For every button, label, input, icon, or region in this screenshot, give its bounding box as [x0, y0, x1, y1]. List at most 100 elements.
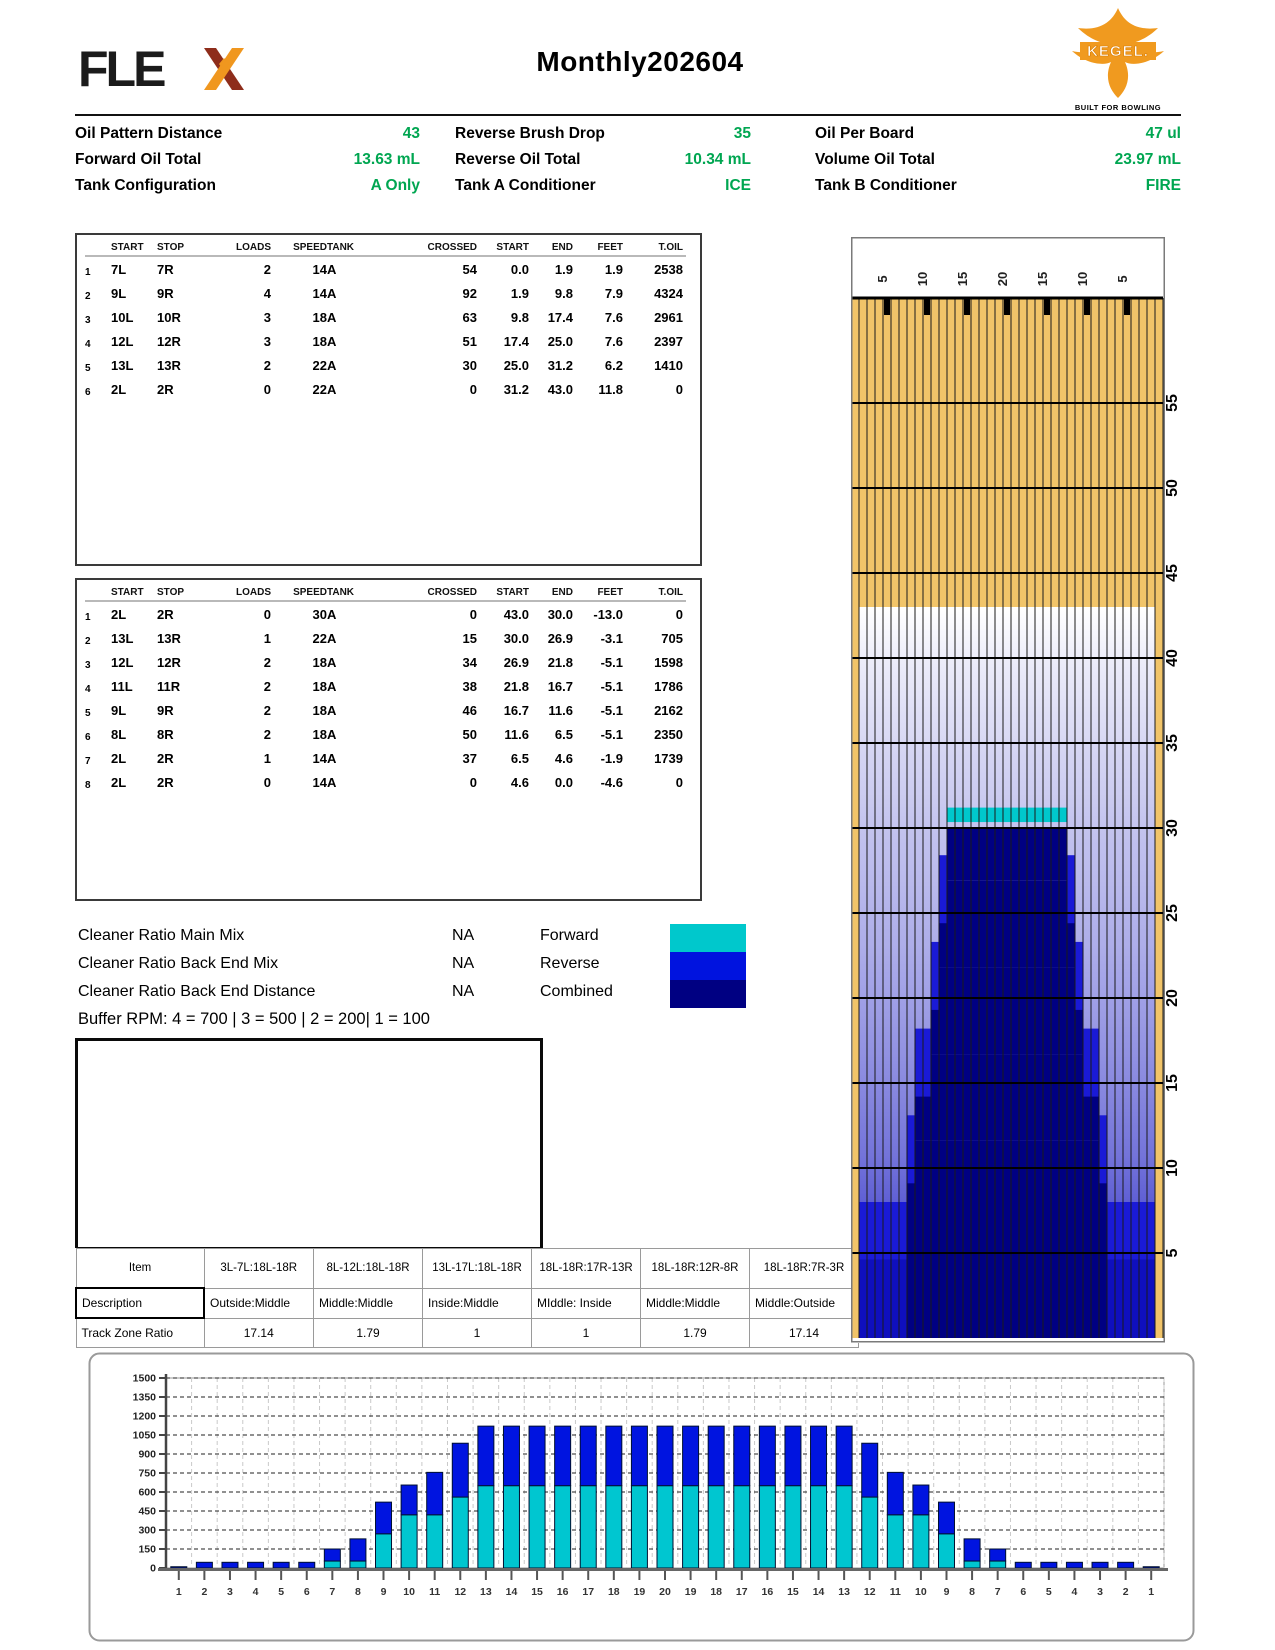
legend-swatch [670, 980, 746, 1008]
svg-text:13: 13 [480, 1586, 492, 1598]
legend-label: Reverse [540, 955, 600, 972]
stat-label: Tank B Conditioner [815, 177, 957, 194]
pass-table-cell: -3.1 [600, 631, 623, 646]
cleaner-ratio-section: Cleaner Ratio Main Mix NA Forward Cleaner R… [75, 924, 775, 1008]
svg-text:4: 4 [1072, 1586, 1078, 1598]
pass-table-cell: 12R [157, 334, 181, 349]
stat-tank-a-conditioner: Tank A Conditioner ICE [455, 173, 751, 199]
pass-table-cell: 22 [312, 358, 327, 373]
svg-text:7: 7 [329, 1586, 335, 1598]
pass-table-row: 7 2L 2R 1 14 A 37 6.5 4.6 -1.9 1739 [85, 748, 700, 772]
svg-text:18: 18 [608, 1586, 620, 1598]
pass-table-cell: 0 [675, 775, 683, 790]
pass-table-cell: 5 [85, 363, 91, 374]
pass-table-row: 2 13L 13R 1 22 A 15 30.0 26.9 -3.1 705 [85, 628, 700, 652]
pass-table-cell: A [327, 679, 337, 694]
track-table-cell: 3L-7L:18L-18R [203, 1248, 314, 1289]
pass-table-cell: 4.6 [554, 751, 573, 766]
pass-table-cell: 2 [263, 703, 271, 718]
svg-text:6: 6 [304, 1586, 310, 1598]
pass-table-cell: A [327, 262, 337, 277]
stat-label: Oil Per Board [815, 125, 915, 142]
pass-table-cell: 2 [263, 655, 271, 670]
stat-value: FIRE [1145, 177, 1181, 194]
svg-text:600: 600 [138, 1487, 156, 1499]
pass-table-row: 5 9L 9R 2 18 A 46 16.7 11.6 -5.1 2162 [85, 700, 700, 724]
pass-table-cell: 34 [462, 655, 477, 670]
track-table-cell: 1.79 [640, 1317, 750, 1348]
svg-text:17: 17 [736, 1586, 748, 1598]
svg-text:900: 900 [138, 1449, 156, 1461]
pass-table-cell: 0 [675, 382, 683, 397]
pass-table-cell: 17.4 [503, 334, 529, 349]
pass-table-cell: A [327, 631, 337, 646]
track-table-description-row: Description Outside:Middle Middle:Middle In… [75, 1287, 859, 1319]
flex-logo: FLE [78, 40, 248, 100]
legend-swatch [670, 924, 746, 952]
pass-table-cell: 13L [111, 358, 134, 373]
cleaner-ratio-row: Cleaner Ratio Back End Mix NA Reverse [75, 952, 775, 980]
pass-table-cell: 2 [85, 291, 91, 302]
svg-text:150: 150 [138, 1544, 156, 1556]
track-table-cell: 17.14 [203, 1317, 314, 1348]
pass-table-cell: 2 [263, 262, 271, 277]
pass-table-cell: 8 [85, 780, 91, 791]
svg-text:15: 15 [787, 1586, 799, 1598]
stat-value: ICE [725, 177, 751, 194]
stat-tank-b-conditioner: Tank B Conditioner FIRE [815, 173, 1181, 199]
svg-text:11: 11 [429, 1586, 440, 1598]
pass-table-cell: 11.6 [504, 727, 529, 742]
kegel-phoenix-icon: KEGEL. [1072, 8, 1164, 98]
pass-table-row: 3 12L 12R 2 18 A 34 26.9 21.8 -5.1 1598 [85, 652, 700, 676]
svg-text:45: 45 [1164, 564, 1181, 582]
stat-label: Reverse Oil Total [455, 151, 581, 168]
pass-table-cell: 6 [85, 732, 91, 743]
stat-value: A Only [370, 177, 420, 194]
svg-text:14: 14 [813, 1586, 825, 1598]
pass-table-cell: 4 [263, 286, 271, 301]
pass-table-cell: A [327, 286, 337, 301]
buffer-rpm-text: Buffer RPM: 4 = 700 | 3 = 500 | 2 = 200|… [78, 1010, 430, 1028]
pass-table-cell: 38 [462, 679, 477, 694]
pass-table-cell: 2 [263, 727, 271, 742]
track-table-ratio-row: Track Zone Ratio 17.14 1.79 1 1 1.79 17.14 [75, 1317, 859, 1348]
svg-text:5: 5 [1164, 1248, 1181, 1257]
pass-table-cell: 12L [111, 334, 134, 349]
pass-table-row: 6 2L 2R 0 22 A 0 31.2 43.0 11.8 0 [85, 379, 700, 403]
stat-tank-configuration: Tank Configuration A Only [75, 173, 420, 199]
stat-label: Forward Oil Total [75, 151, 202, 168]
pass-table-row: 1 7L 7R 2 14 A 54 0.0 1.9 1.9 2538 [85, 259, 700, 283]
kegel-wordmark: KEGEL. [1087, 43, 1149, 60]
track-table-cell: Inside:Middle [422, 1287, 532, 1319]
pass-table-header: START STOP LOADS SPEED TANK CROSSED START END FE… [85, 585, 686, 602]
pass-table-cell: 6.5 [510, 751, 529, 766]
svg-text:8: 8 [355, 1586, 361, 1598]
pass-table-cell: -13.0 [593, 607, 623, 622]
pass-table-cell: 21.8 [547, 655, 573, 670]
svg-text:5: 5 [1115, 275, 1130, 282]
svg-text:2: 2 [201, 1586, 207, 1598]
pass-table-cell: A [327, 382, 337, 397]
svg-text:4: 4 [253, 1586, 259, 1598]
pass-table-cell: 31.2 [547, 358, 573, 373]
cleaner-ratio-label: Cleaner Ratio Back End Distance [78, 983, 316, 1000]
pass-table-cell: 14 [312, 775, 327, 790]
pass-table-row: 4 12L 12R 3 18 A 51 17.4 25.0 7.6 2397 [85, 331, 700, 355]
svg-text:0: 0 [150, 1563, 156, 1575]
pass-table-cell: A [327, 607, 337, 622]
pass-table-cell: 9.8 [510, 310, 529, 325]
pass-table-cell: 2538 [654, 262, 683, 277]
reverse-pass-table: START STOP LOADS SPEED TANK CROSSED START END FE… [75, 578, 702, 901]
pass-table-cell: 11L [111, 679, 133, 694]
pass-table-cell: 43.0 [547, 382, 573, 397]
svg-text:9: 9 [944, 1586, 950, 1598]
pass-table-cell: A [327, 703, 337, 718]
stat-label: Oil Pattern Distance [75, 125, 223, 142]
svg-text:9: 9 [381, 1586, 387, 1598]
pass-table-cell: 30.0 [503, 631, 529, 646]
legend-label: Forward [540, 927, 599, 944]
stat-oil-per-board: Oil Per Board 47 ul [815, 121, 1181, 147]
cleaner-ratio-value: NA [452, 927, 475, 944]
pass-table-cell: -4.6 [600, 775, 623, 790]
pass-table-cell: A [327, 751, 337, 766]
